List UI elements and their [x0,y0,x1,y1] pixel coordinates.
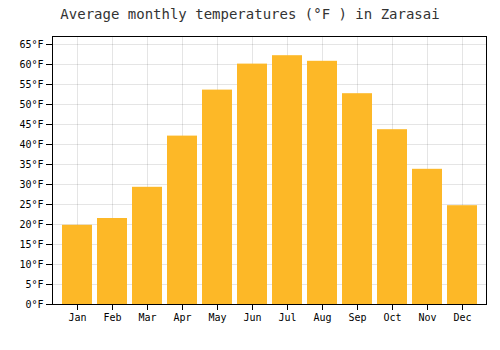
svg-text:10°F: 10°F [19,259,43,270]
svg-text:Jun: Jun [243,312,261,323]
svg-text:Nov: Nov [418,312,436,323]
svg-text:Mar: Mar [138,312,156,323]
svg-text:30°F: 30°F [19,179,43,190]
svg-text:35°F: 35°F [19,159,43,170]
svg-text:15°F: 15°F [19,239,43,250]
svg-text:50°F: 50°F [19,99,43,110]
html-text:Average monthly temperatures (: Average monthly temperatures (°F ) in Za… [60,6,440,22]
svg-text:Jan: Jan [68,312,86,323]
svg-text:Jul: Jul [278,312,296,323]
svg-text:Sep: Sep [348,312,366,323]
svg-text:May: May [208,312,226,323]
svg-text:Dec: Dec [453,312,471,323]
svg-text:0°F: 0°F [25,299,43,310]
svg-text:65°F: 65°F [19,39,43,50]
svg-text:5°F: 5°F [25,279,43,290]
svg-text:Apr: Apr [173,312,191,323]
svg-text:Oct: Oct [383,312,401,323]
svg-text:45°F: 45°F [19,119,43,130]
svg-text:40°F: 40°F [19,139,43,150]
svg-text:60°F: 60°F [19,59,43,70]
svg-text:25°F: 25°F [19,199,43,210]
svg-text:20°F: 20°F [19,219,43,230]
svg-text:55°F: 55°F [19,79,43,90]
svg-text:Aug: Aug [313,312,331,323]
svg-text:Feb: Feb [103,312,121,323]
